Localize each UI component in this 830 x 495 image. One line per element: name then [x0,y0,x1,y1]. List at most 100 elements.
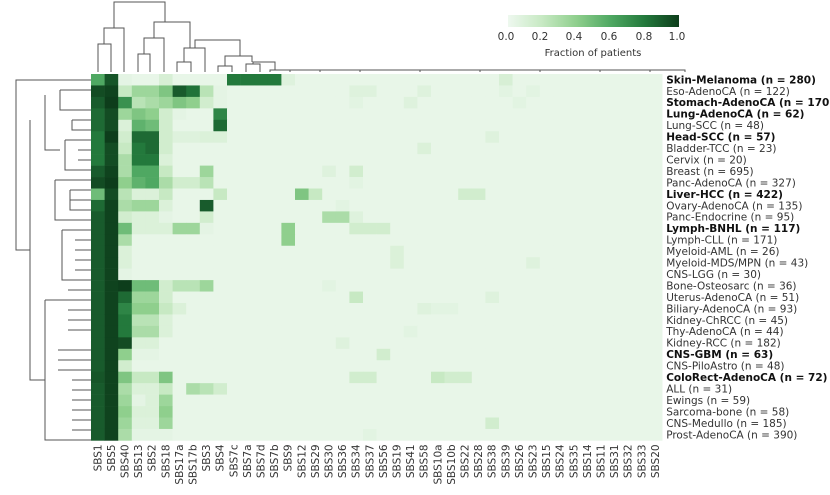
heatmap-cell [512,74,527,86]
heatmap-cell [553,394,568,407]
heatmap-cell [485,371,500,384]
heatmap-cell [390,234,405,247]
heatmap-cell [512,291,527,304]
heatmap-cell [553,211,568,224]
column-label: SBS17a [174,444,186,484]
heatmap-cell [118,394,133,407]
heatmap-cell [295,337,309,350]
heatmap-cell [227,394,241,407]
heatmap-cell [254,85,269,98]
heatmap-cell [131,314,146,327]
heatmap-cell [512,314,527,327]
heatmap-cell [186,142,201,155]
heatmap-cell [145,211,160,224]
heatmap-cell [607,108,622,121]
heatmap-cell [227,314,241,327]
heatmap-cell [159,245,173,258]
heatmap-cell [322,303,337,315]
heatmap-cell [594,177,609,189]
heatmap-cell [526,348,541,361]
heatmap-cell [240,268,255,281]
column-label: SBS11 [596,444,608,478]
heatmap-cell [335,154,350,166]
heatmap-cell [526,268,541,281]
heatmap-cell [485,211,500,224]
heatmap-cell [403,371,418,384]
heatmap-cell [91,280,105,292]
heatmap-cell [104,154,119,166]
heatmap-cell [458,96,473,109]
heatmap-cell [526,325,541,338]
heatmap-cell [159,428,173,441]
heatmap-cell [539,291,554,304]
heatmap-cell [131,142,146,155]
heatmap-cell [240,211,255,224]
heatmap-cell [104,428,119,441]
heatmap-cell [594,394,609,407]
heatmap-cell [281,428,296,441]
heatmap-cell [349,291,364,304]
heatmap-cell [512,188,527,201]
heatmap-cell [186,119,201,132]
heatmap-cell [485,154,500,166]
heatmap-cell [227,142,241,155]
heatmap-cell [227,268,241,281]
heatmap-cell [417,303,432,315]
heatmap-cell [485,74,500,86]
heatmap-cell [213,234,228,247]
row-label: CNS-LGG (n = 30) [666,269,761,281]
heatmap-cell [131,337,146,350]
heatmap-cell [145,96,160,109]
heatmap-cell [267,280,282,292]
heatmap-cell [648,74,663,86]
heatmap-cell [444,96,459,109]
heatmap-cell [594,325,609,338]
heatmap-cell [186,85,201,98]
heatmap-cell [295,199,309,212]
heatmap-cell [281,383,296,395]
heatmap-cell [295,428,309,441]
heatmap-cell [417,165,432,178]
heatmap-cell [553,96,568,109]
heatmap-cell [159,119,173,132]
heatmap-cell [567,406,581,418]
heatmap-cell [240,348,255,361]
heatmap-cell [186,222,201,235]
column-label: SBS29 [310,444,322,478]
heatmap-cell [553,314,568,327]
heatmap-cell [512,280,527,292]
heatmap-cell [621,406,636,418]
heatmap-cell [295,74,309,86]
heatmap-cell [635,280,649,292]
heatmap-cell [567,314,581,327]
heatmap-cell [267,142,282,155]
heatmap-cell [363,303,377,315]
heatmap-cell [539,222,554,235]
heatmap-cell [539,177,554,189]
heatmap-cell [281,406,296,418]
heatmap-cell [363,96,377,109]
heatmap-cell [145,199,160,212]
heatmap-cell [104,406,119,418]
heatmap-cell [471,325,486,338]
heatmap-cell [417,222,432,235]
heatmap-cell [485,96,500,109]
heatmap-cell [526,188,541,201]
heatmap-cell [199,406,214,418]
heatmap-cell [567,291,581,304]
row-label: Sarcoma-bone (n = 58) [666,406,789,418]
heatmap-cell [131,96,146,109]
heatmap-cell [621,165,636,178]
heatmap-cell [539,234,554,247]
heatmap-cell [91,119,105,132]
heatmap-cell [607,348,622,361]
heatmap-cell [512,131,527,143]
heatmap-cell [308,154,323,166]
heatmap-cell [254,142,269,155]
heatmap-cell [594,211,609,224]
heatmap-cell [349,417,364,430]
heatmap-cell [159,222,173,235]
heatmap-cell [281,348,296,361]
heatmap-cell [281,222,296,235]
heatmap-cell [131,74,146,86]
